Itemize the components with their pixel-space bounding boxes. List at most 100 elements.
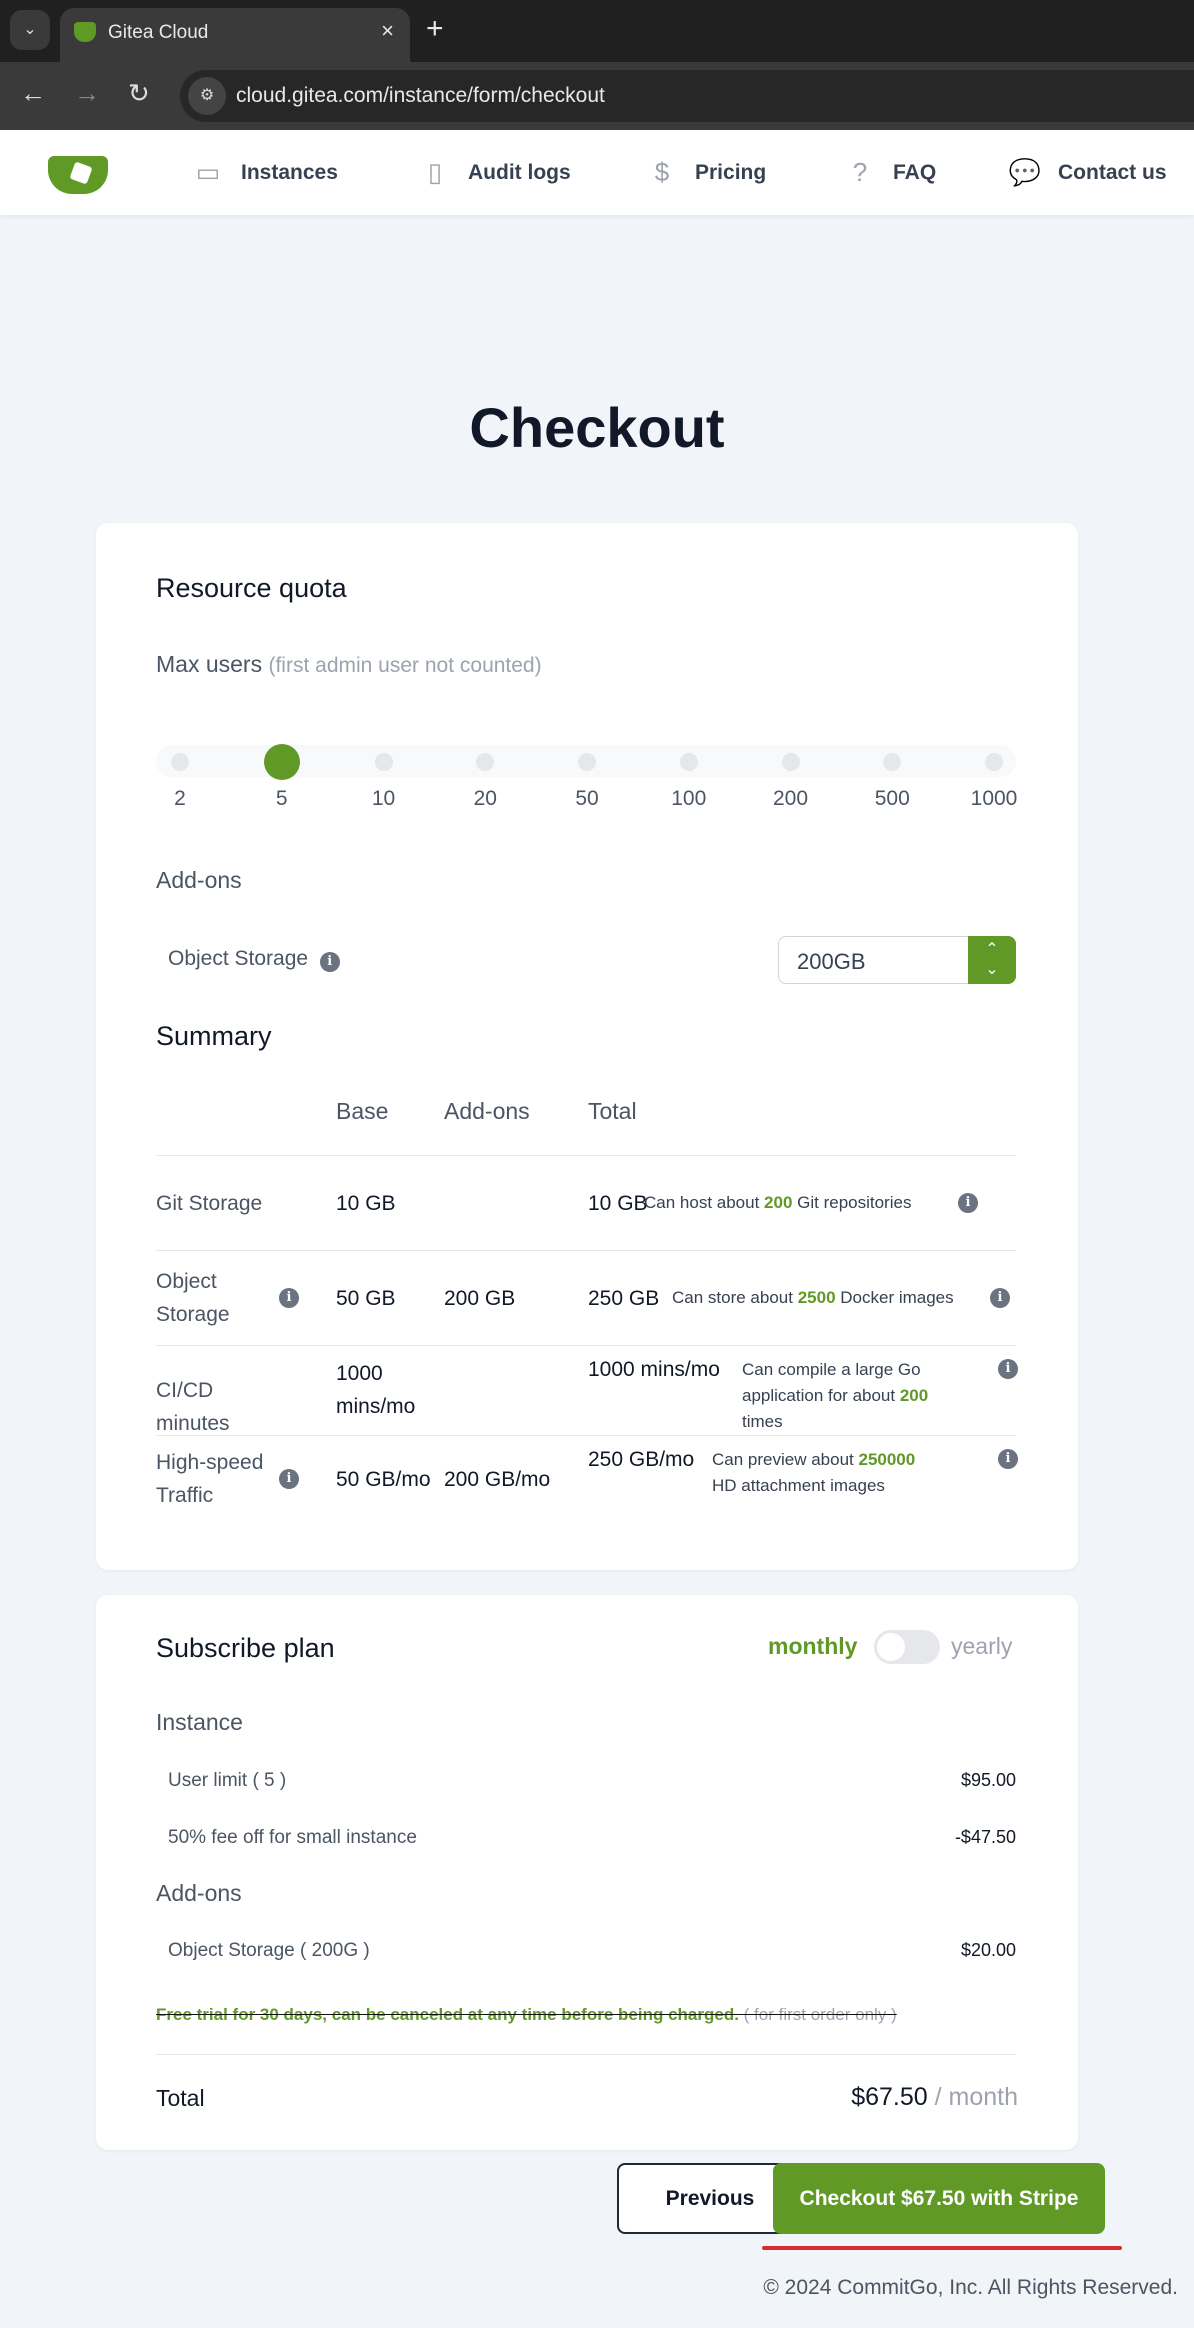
billing-period-toggle[interactable] [874, 1630, 940, 1664]
trial-text: Free trial for 30 days, can be canceled … [156, 2005, 739, 2024]
nav-audit-logs[interactable]: ▯ Audit logs [420, 130, 571, 215]
note-number: 200 [899, 1386, 929, 1405]
discount-row: 50% fee off for small instance -$47.50 [156, 1827, 1016, 1849]
info-icon[interactable]: i [998, 1449, 1018, 1469]
label-text: Object Storage [168, 947, 309, 970]
capacity-note: Can preview about 250000 HD attachment i… [712, 1447, 932, 1499]
info-icon[interactable]: i [998, 1359, 1018, 1379]
divider [156, 1155, 1016, 1156]
address-bar: ← → ↻ ⚙ cloud.gitea.com/instance/form/ch… [0, 62, 1194, 130]
capacity-note: Can host about 200 Git repositories [644, 1190, 911, 1216]
row-label: Git Storage [156, 1191, 263, 1215]
tab-title: Gitea Cloud [108, 22, 209, 43]
max-users-label: Max users (first admin user not counted) [156, 651, 542, 678]
section-title: Resource quota [156, 573, 347, 603]
monthly-label[interactable]: monthly [768, 1633, 858, 1659]
column-header: Base [336, 1098, 389, 1124]
slider-tick-label: 20 [473, 787, 497, 810]
total-label: Total [156, 2085, 205, 2111]
note-text: Git repositories [792, 1192, 912, 1212]
note-text: Can host about [644, 1192, 765, 1212]
line-price: $20.00 [960, 1940, 1016, 1960]
total-value: 250 GB/mo [588, 1448, 695, 1471]
nav-contact-us[interactable]: 💬 Contact us [1009, 130, 1167, 215]
nav-label: Contact us [1058, 160, 1167, 184]
line-price: -$47.50 [954, 1827, 1016, 1847]
back-icon[interactable]: ← [20, 78, 46, 108]
browser-tab[interactable]: Gitea Cloud × [60, 8, 410, 62]
slider-stop[interactable] [679, 753, 698, 771]
addons-title: Add-ons [156, 1880, 242, 1906]
reload-icon[interactable]: ↻ [128, 78, 150, 108]
note-text: Can compile a large Go application for a… [742, 1360, 921, 1405]
row-label: Object Storage [156, 1269, 230, 1326]
object-storage-select[interactable]: 200GB ⌃ ⌄ [778, 936, 1016, 984]
close-tab-icon[interactable]: × [381, 18, 394, 43]
nav-pricing[interactable]: $ Pricing [647, 130, 766, 215]
slider-tick-label: 1000 [970, 787, 1018, 810]
nav-label: Instances [241, 160, 338, 184]
slider-stop[interactable] [374, 753, 393, 771]
total-amount: $67.50 [851, 2083, 928, 2111]
trial-subnote: ( for first order only ) [743, 2005, 897, 2024]
divider [156, 1345, 1016, 1346]
line-label: User limit ( 5 ) [168, 1770, 287, 1791]
info-icon[interactable]: i [319, 952, 340, 972]
slider-stop[interactable] [883, 753, 902, 771]
slider-tick-label: 500 [874, 787, 910, 810]
capacity-note: Can store about 2500 Docker images [672, 1285, 954, 1311]
slider-tick-label: 5 [275, 787, 288, 810]
info-icon[interactable]: i [958, 1192, 978, 1213]
server-icon: ▭ [195, 157, 221, 187]
nav-label: Pricing [695, 160, 767, 184]
gitea-logo[interactable] [48, 156, 108, 194]
forward-icon[interactable]: → [74, 78, 100, 108]
note-text: Can preview about [712, 1450, 859, 1469]
url-field[interactable]: ⚙ cloud.gitea.com/instance/form/checkout [180, 70, 1194, 122]
slider-stop[interactable] [476, 753, 495, 771]
slider-stop[interactable] [985, 753, 1003, 771]
yearly-label[interactable]: yearly [951, 1633, 1013, 1659]
info-icon[interactable]: i [990, 1287, 1010, 1308]
checkout-stripe-button[interactable]: Checkout $67.50 with Stripe [773, 2163, 1105, 2234]
total-value: 1000 mins/mo [588, 1358, 720, 1381]
total-value: 10 GB [588, 1191, 648, 1215]
line-label: 50% fee off for small instance [168, 1827, 417, 1848]
base-value: 1000 mins/mo [336, 1362, 416, 1418]
section-title: Subscribe plan [156, 1633, 335, 1663]
slider-tick-label: 100 [671, 787, 707, 810]
note-text: times [742, 1412, 783, 1431]
note-text: Docker images [835, 1287, 954, 1307]
label-text: Max users [156, 651, 263, 677]
stepper-arrows-icon[interactable]: ⌃ ⌄ [968, 936, 1016, 984]
row-label: CI/CD minutes [156, 1379, 230, 1435]
note-number: 250000 [858, 1450, 916, 1469]
question-icon: ? [852, 157, 868, 187]
capacity-note: Can compile a large Go application for a… [742, 1357, 932, 1435]
divider [156, 1435, 1016, 1436]
previous-button[interactable]: Previous [617, 2163, 803, 2234]
gitea-favicon-icon [74, 22, 96, 42]
divider [156, 2054, 1016, 2055]
addons-title: Add-ons [156, 867, 242, 893]
slider-tick-label: 200 [772, 787, 809, 810]
nav-faq[interactable]: ? FAQ [845, 130, 936, 215]
site-settings-icon[interactable]: ⚙ [188, 77, 226, 115]
object-storage-row: Object Storage ( 200G ) $20.00 [156, 1940, 1016, 1962]
addon-value: 200 GB [444, 1286, 516, 1310]
slider-stop[interactable] [578, 753, 596, 771]
addon-value: 200 GB/mo [444, 1468, 551, 1491]
slider-thumb[interactable] [263, 744, 300, 780]
object-storage-label: Object Storage i [168, 947, 340, 972]
label-note: (first admin user not counted) [268, 654, 542, 677]
base-value: 10 GB [336, 1191, 396, 1215]
site-navbar: ▭ Instances ▯ Audit logs $ Pricing ? FAQ 💬 Co… [0, 130, 1194, 215]
slider-stop[interactable] [781, 753, 800, 771]
new-tab-button[interactable]: + [426, 12, 444, 45]
nav-label: FAQ [893, 160, 937, 184]
nav-instances[interactable]: ▭ Instances [193, 130, 338, 215]
slider-stop[interactable] [171, 753, 189, 771]
total-period: / month [934, 2083, 1018, 2111]
tab-list-dropdown[interactable]: ⌄ [10, 10, 50, 50]
free-trial-note: Free trial for 30 days, can be canceled … [156, 2005, 897, 2025]
